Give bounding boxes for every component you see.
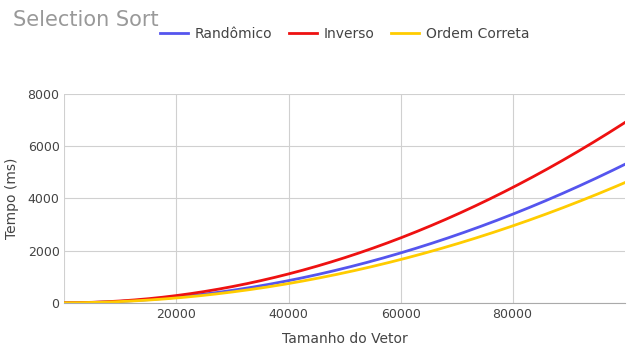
Inverso xyxy=(507,186,515,190)
Ordem Correta xyxy=(118,299,126,303)
Legend: Randômico, Inverso, Ordem Correta: Randômico, Inverso, Ordem Correta xyxy=(154,22,535,47)
Ordem Correta xyxy=(287,281,295,285)
Randômico xyxy=(287,278,295,282)
Text: Selection Sort: Selection Sort xyxy=(13,10,158,30)
Inverso xyxy=(61,301,68,305)
Randômico xyxy=(621,162,629,167)
Inverso xyxy=(287,271,295,275)
Randômico xyxy=(61,301,68,305)
Y-axis label: Tempo (ms): Tempo (ms) xyxy=(5,158,19,239)
Ordem Correta xyxy=(507,224,515,228)
Randômico xyxy=(118,299,126,303)
Line: Ordem Correta: Ordem Correta xyxy=(64,183,625,303)
Ordem Correta xyxy=(621,181,629,185)
Inverso xyxy=(445,216,453,220)
Line: Inverso: Inverso xyxy=(64,123,625,303)
Ordem Correta xyxy=(445,244,453,248)
Ordem Correta xyxy=(61,301,68,305)
Inverso xyxy=(118,299,126,303)
Inverso xyxy=(307,266,315,270)
Randômico xyxy=(445,236,453,240)
Ordem Correta xyxy=(307,277,315,282)
Inverso xyxy=(621,121,629,125)
Inverso xyxy=(497,191,505,195)
Randômico xyxy=(497,216,505,221)
Randômico xyxy=(507,213,515,217)
Randômico xyxy=(307,274,315,278)
Line: Randômico: Randômico xyxy=(64,165,625,303)
Ordem Correta xyxy=(497,228,505,232)
X-axis label: Tamanho do Vetor: Tamanho do Vetor xyxy=(281,332,408,346)
